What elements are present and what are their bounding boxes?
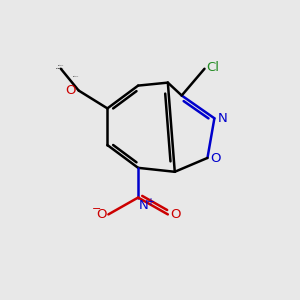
Text: −: − xyxy=(92,204,101,214)
Text: O: O xyxy=(65,84,76,97)
Text: Cl: Cl xyxy=(206,61,220,74)
Text: O: O xyxy=(210,152,221,165)
Text: methoxy: methoxy xyxy=(58,68,64,69)
Text: +: + xyxy=(146,196,154,207)
Text: O: O xyxy=(96,208,106,221)
Text: methoxy: methoxy xyxy=(56,68,62,69)
Text: N: N xyxy=(139,199,149,212)
Text: N: N xyxy=(218,112,227,125)
Text: methoxy: methoxy xyxy=(73,76,79,77)
Text: O: O xyxy=(170,208,180,221)
Text: methoxy: methoxy xyxy=(58,64,64,66)
